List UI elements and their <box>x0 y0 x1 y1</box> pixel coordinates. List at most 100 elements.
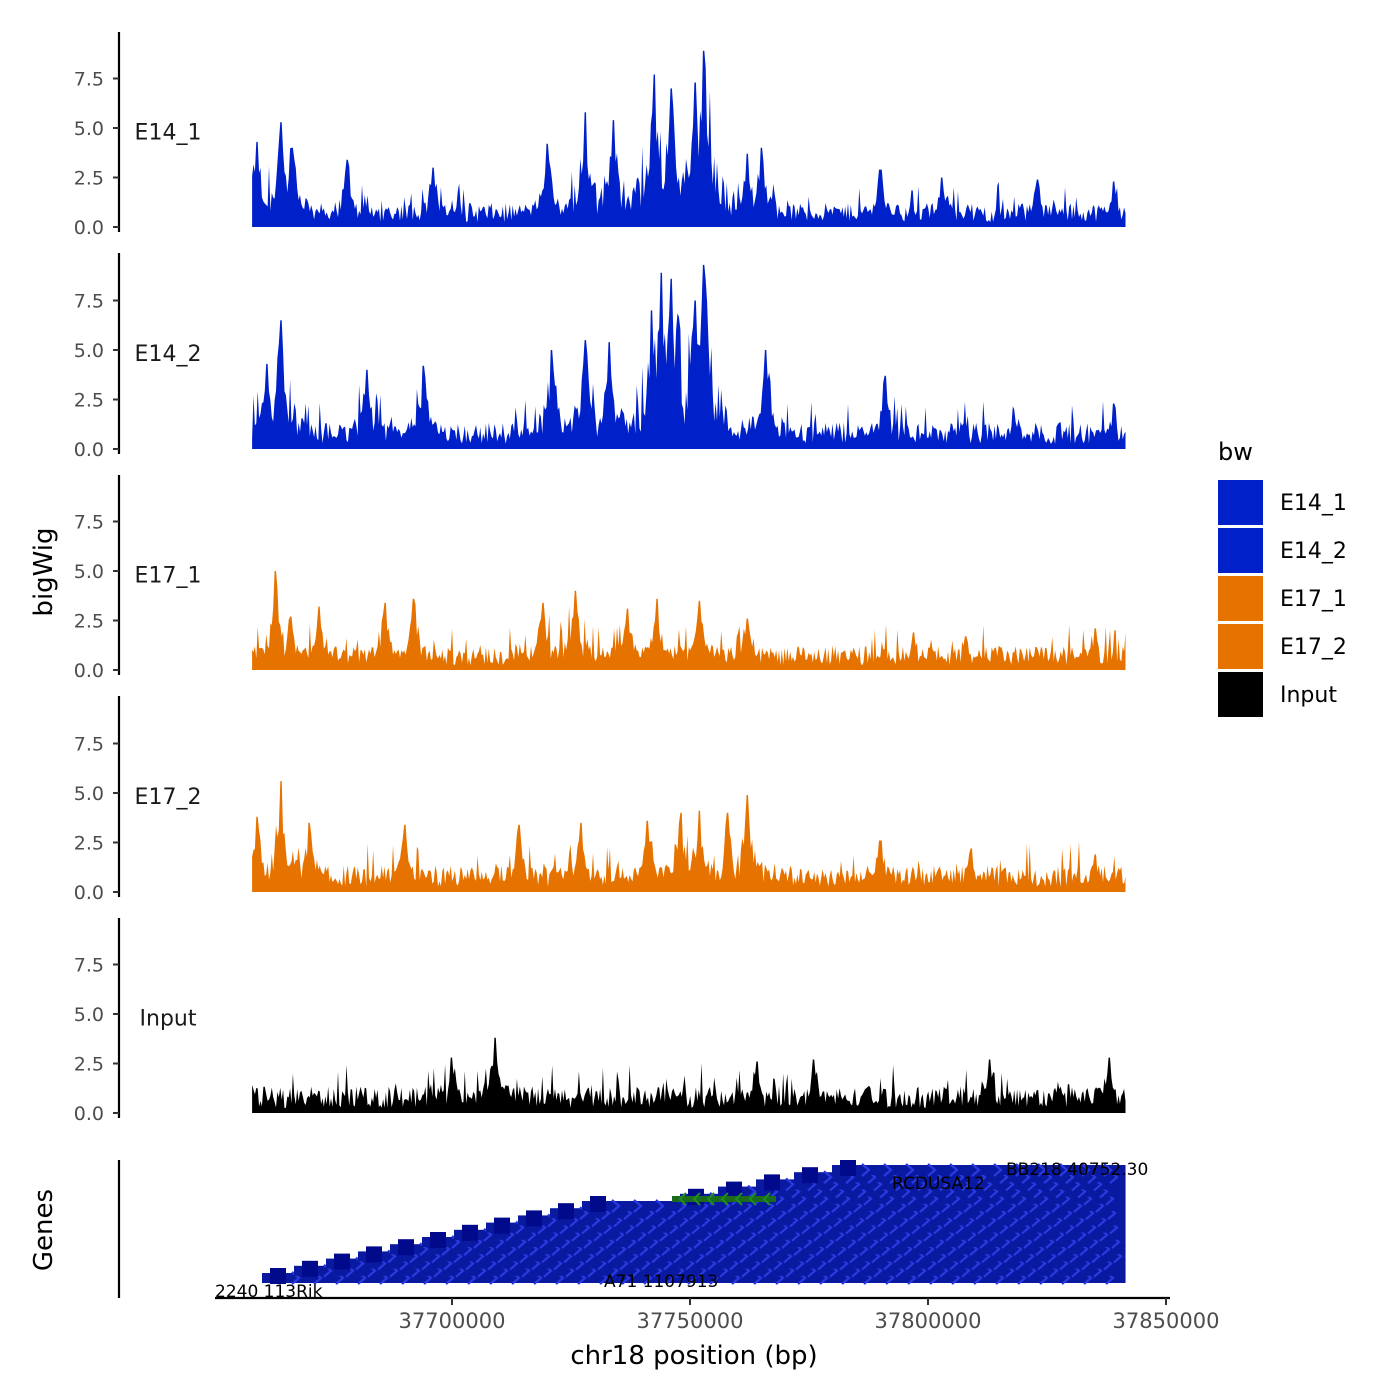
signal-area <box>252 1037 1126 1113</box>
track-label: Input <box>140 1007 197 1032</box>
strand-arrow <box>706 1192 715 1206</box>
strand-arrow <box>678 1192 687 1206</box>
gene-exon <box>802 1167 818 1184</box>
gene-body <box>294 1265 1126 1276</box>
legend-key <box>1218 480 1263 525</box>
gene-body <box>680 1193 1126 1204</box>
gene-exon <box>334 1253 350 1270</box>
signal-area <box>252 571 1126 670</box>
track-label: E14_1 <box>135 121 202 146</box>
legend-key <box>1218 528 1263 573</box>
gene-exon <box>726 1181 742 1198</box>
track-panels: 0.0 2.5 5.0 7.5 E14_1 0.0 2.5 5.0 7.5 E14_2 0.0 2.5… <box>74 32 1126 1125</box>
legend-key <box>1218 672 1263 717</box>
y-axis-label: bigWig <box>29 527 59 616</box>
gene-body <box>550 1208 1126 1219</box>
track-E14_2: 0.0 2.5 5.0 7.5 E14_2 <box>74 253 1126 461</box>
gene-label: RCDUSA12 <box>892 1174 985 1194</box>
strand-arrow <box>993 1163 1003 1177</box>
legend-label: E17_2 <box>1280 635 1347 660</box>
strand-arrow <box>1015 1163 1025 1177</box>
gene-label: BB218 40752.30 <box>1006 1160 1148 1180</box>
genes-axis-label: Genes <box>29 1189 59 1271</box>
gene-exon <box>494 1217 510 1234</box>
strand-arrow <box>734 1192 743 1206</box>
strand-arrow <box>692 1192 701 1206</box>
signal-area <box>252 781 1126 892</box>
gene-body <box>756 1179 1126 1190</box>
gene-body <box>718 1186 1126 1197</box>
strand-arrow <box>1059 1163 1069 1177</box>
gene-body <box>486 1222 1126 1233</box>
strand-arrow <box>1037 1163 1047 1177</box>
track-E14_1: 0.0 2.5 5.0 7.5 E14_1 <box>74 32 1126 239</box>
y-tick-label: 2.5 <box>74 168 104 190</box>
strand-arrow <box>655 1199 665 1213</box>
y-tick-label: 7.5 <box>74 291 104 313</box>
strand-arrow <box>927 1163 937 1177</box>
y-tick-label: 0.0 <box>74 660 104 682</box>
strand-arrow <box>861 1163 871 1177</box>
track-E17_2: 0.0 2.5 5.0 7.5 E17_2 <box>74 696 1126 904</box>
gene-exon <box>590 1196 606 1212</box>
y-tick-label: 5.0 <box>74 1004 104 1026</box>
signal-area <box>252 264 1126 449</box>
strand-arrow <box>747 1184 757 1199</box>
strand-arrow <box>949 1163 959 1177</box>
y-tick-label: 7.5 <box>74 69 104 91</box>
gene-exon <box>366 1246 382 1263</box>
strand-arrow <box>883 1163 893 1177</box>
x-tick-label: 37850000 <box>1113 1309 1220 1333</box>
y-tick-label: 7.5 <box>74 955 104 977</box>
gene-exon <box>302 1260 318 1277</box>
y-tick-label: 0.0 <box>74 882 104 904</box>
signal-area <box>252 50 1126 227</box>
strand-arrow <box>823 1170 833 1185</box>
legend-key <box>1218 624 1263 669</box>
track-label: E17_1 <box>135 564 202 589</box>
legend-label: E17_1 <box>1280 587 1347 612</box>
strand-arrow <box>633 1199 643 1213</box>
x-tick-label: 37750000 <box>637 1309 744 1333</box>
strand-arrow <box>762 1192 771 1206</box>
legend-label: E14_1 <box>1280 491 1347 516</box>
y-tick-label: 5.0 <box>74 118 104 140</box>
y-tick-label: 2.5 <box>74 1054 104 1076</box>
strand-arrow <box>720 1192 729 1206</box>
gene-exon <box>840 1160 856 1176</box>
gene-label: A71 1107913 <box>604 1272 718 1292</box>
legend-title: bw <box>1218 438 1253 466</box>
strand-arrow <box>785 1177 795 1192</box>
gene-exon <box>430 1232 446 1248</box>
gene-exon <box>270 1268 286 1284</box>
y-tick-label: 7.5 <box>74 512 104 534</box>
x-axis-label: chr18 position (bp) <box>570 1341 817 1371</box>
track-Input: 0.0 2.5 5.0 7.5 Input <box>74 918 1126 1125</box>
gene-exon <box>526 1210 542 1227</box>
y-tick-label: 5.0 <box>74 340 104 362</box>
strand-arrow <box>1103 1163 1113 1177</box>
y-tick-label: 7.5 <box>74 734 104 756</box>
y-tick-label: 0.0 <box>74 439 104 461</box>
gene-body <box>794 1172 1126 1183</box>
gene-body <box>582 1201 1126 1211</box>
legend-label: E14_2 <box>1280 539 1347 564</box>
gene-body <box>422 1237 1126 1247</box>
y-tick-label: 0.0 <box>74 217 104 239</box>
y-tick-label: 5.0 <box>74 561 104 583</box>
strand-arrow <box>971 1163 981 1177</box>
gene-body <box>518 1215 1126 1226</box>
x-tick-label: 37800000 <box>875 1309 982 1333</box>
gene-exon <box>558 1203 574 1220</box>
legend-key <box>1218 576 1263 621</box>
track-E17_1: 0.0 2.5 5.0 7.5 E17_1 <box>74 475 1126 682</box>
gene-body-reverse <box>672 1196 776 1202</box>
gene-exon <box>764 1174 780 1191</box>
legend-label: Input <box>1280 683 1337 708</box>
strand-arrow <box>1081 1163 1091 1177</box>
gene-exon <box>462 1224 478 1241</box>
legend: bw E14_1 E14_2 E17_1 E17_2 Input <box>1218 438 1347 717</box>
strand-arrow <box>611 1199 621 1213</box>
